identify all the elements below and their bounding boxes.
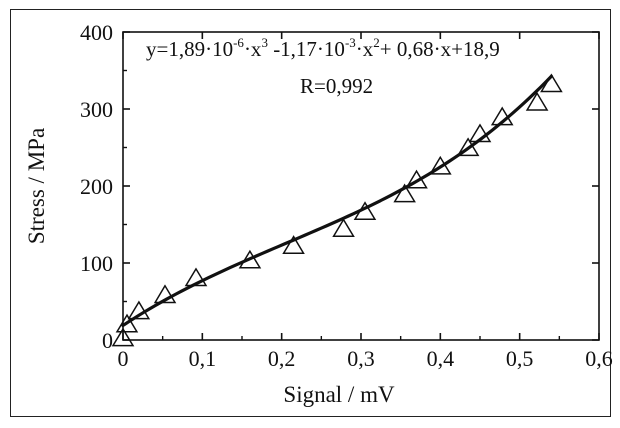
data-point-triangle	[540, 73, 563, 93]
y-tick-label: 400	[80, 20, 113, 45]
y-axis-tick-labels: 0 100 200 300 400	[80, 20, 113, 353]
data-point-triangle	[282, 235, 305, 254]
y-tick-label: 300	[80, 97, 113, 122]
x-tick-label: 0,3	[347, 346, 375, 371]
eq-sup-c: -3	[345, 35, 356, 50]
x-axis-ticks	[122, 32, 600, 340]
data-point-triangle	[490, 106, 514, 126]
data-point-triangle	[184, 267, 208, 287]
data-point-triangle	[456, 137, 480, 157]
data-point-triangle	[238, 249, 262, 269]
fit-curve	[121, 74, 553, 328]
x-tick-label: 0,2	[268, 346, 296, 371]
data-point-triangle	[429, 155, 452, 175]
data-point-triangle	[332, 218, 355, 237]
x-tick-label: 0,1	[189, 346, 217, 371]
data-point-triangle	[115, 313, 139, 333]
x-axis-title: Signal / mV	[283, 382, 395, 407]
y-tick-label: 0	[102, 328, 113, 353]
fit-equation: y=1,89·10-6·x3 -1,17·10-3·x2+ 0,68·x+18,…	[146, 35, 500, 61]
data-markers	[111, 73, 563, 347]
data-point-triangle	[353, 201, 377, 221]
eq-sup-b: 3	[261, 35, 268, 50]
x-axis-tick-labels: 0 0,1 0,2 0,3 0,4 0,5 0,6	[118, 346, 613, 371]
eq-part-d: ·x	[356, 37, 374, 61]
eq-part-b: ·x	[244, 37, 262, 61]
y-tick-label: 100	[80, 251, 113, 276]
data-point-triangle	[111, 327, 135, 347]
eq-sup-a: -6	[233, 35, 244, 50]
data-point-triangle	[525, 91, 549, 111]
data-point-triangle	[127, 300, 151, 320]
x-tick-label: 0	[118, 346, 129, 371]
x-tick-label: 0,6	[585, 346, 613, 371]
y-axis-ticks	[123, 31, 599, 341]
eq-part-c: -1,17·10	[268, 37, 345, 61]
x-tick-label: 0,5	[506, 346, 534, 371]
data-point-triangle	[405, 169, 428, 189]
eq-sup-d: 2	[373, 35, 380, 50]
fit-r-value: R=0,992	[300, 74, 373, 98]
eq-part-e: + 0,68·x+18,9	[380, 37, 500, 61]
x-tick-label: 0,4	[427, 346, 455, 371]
figure-frame	[10, 9, 611, 417]
data-point-triangle	[468, 123, 492, 143]
y-tick-label: 200	[80, 174, 113, 199]
y-axis-title: Stress / MPa	[24, 128, 49, 244]
data-point-triangle	[153, 284, 177, 304]
eq-part-a: y=1,89·10	[146, 37, 233, 61]
data-point-triangle	[393, 183, 416, 203]
